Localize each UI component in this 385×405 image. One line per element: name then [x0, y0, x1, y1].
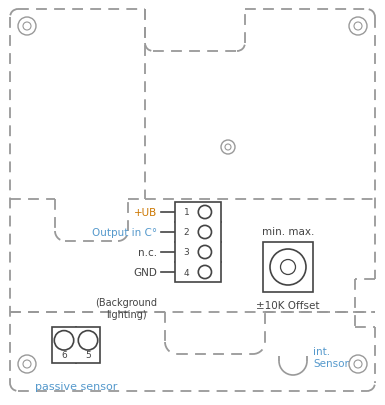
Circle shape: [198, 246, 211, 259]
Circle shape: [225, 145, 231, 151]
Bar: [263, 243, 313, 292]
Text: 2: 2: [184, 228, 189, 237]
Text: 5: 5: [85, 350, 91, 359]
Text: 6: 6: [61, 350, 67, 359]
Bar: [175, 202, 221, 282]
Circle shape: [18, 18, 36, 36]
Text: 4: 4: [184, 268, 189, 277]
Circle shape: [281, 260, 296, 275]
Text: int.
Sensor: int. Sensor: [313, 346, 349, 368]
Circle shape: [354, 360, 362, 368]
Text: Output in C°: Output in C°: [92, 228, 157, 237]
Circle shape: [198, 206, 211, 219]
Text: 3: 3: [184, 248, 189, 257]
Text: GND: GND: [133, 267, 157, 277]
Text: (Background
lighting): (Background lighting): [95, 297, 157, 319]
Circle shape: [54, 331, 74, 350]
Circle shape: [23, 360, 31, 368]
Circle shape: [270, 249, 306, 285]
Text: n.c.: n.c.: [138, 247, 157, 257]
Circle shape: [198, 226, 211, 239]
Circle shape: [349, 18, 367, 36]
Circle shape: [18, 355, 36, 373]
Circle shape: [354, 23, 362, 31]
Bar: [52, 327, 100, 363]
Circle shape: [349, 355, 367, 373]
Circle shape: [221, 141, 235, 155]
Circle shape: [78, 331, 98, 350]
Text: ±10K Offset: ±10K Offset: [256, 300, 320, 310]
Circle shape: [198, 266, 211, 279]
Text: min. max.: min. max.: [262, 226, 314, 237]
Circle shape: [23, 23, 31, 31]
Text: passive sensor: passive sensor: [35, 381, 117, 391]
Text: +UB: +UB: [134, 207, 157, 217]
Text: 1: 1: [184, 208, 189, 217]
